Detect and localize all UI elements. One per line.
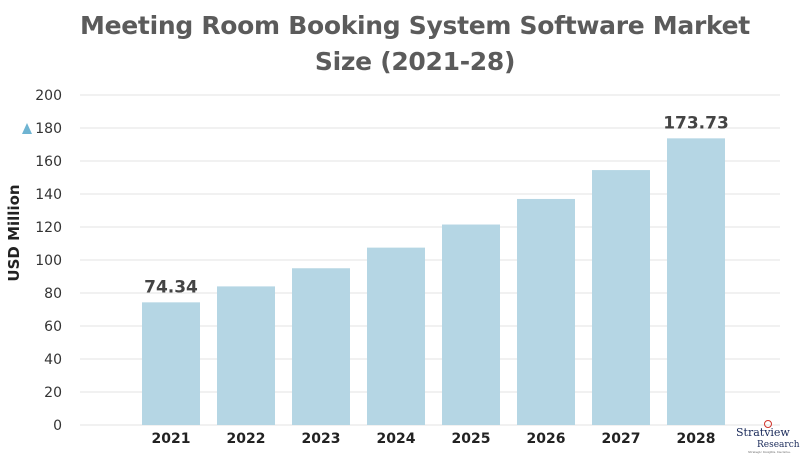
x-tick-label: 2024 — [377, 431, 416, 447]
chart-title-line-1: Meeting Room Booking System Software Mar… — [80, 11, 750, 40]
y-tick-label: 20 — [44, 385, 62, 401]
x-tick-label: 2028 — [677, 431, 716, 447]
data-label: 74.34 — [144, 277, 198, 297]
bar-2026 — [517, 198, 575, 425]
bar-2023 — [292, 268, 350, 425]
y-tick-label: 60 — [44, 319, 62, 335]
y-tick-label: 160 — [35, 154, 62, 170]
data-label: 173.73 — [663, 113, 729, 133]
logo-brand: Stratview — [736, 426, 790, 439]
x-tick-label: 2025 — [452, 431, 491, 447]
x-tick-label: 2021 — [152, 431, 191, 447]
bar-2027 — [592, 170, 650, 425]
y-tick-label: 80 — [44, 286, 62, 302]
logo-sub: Research — [757, 440, 800, 450]
y-tick-label: 200 — [35, 88, 62, 104]
logo-tagline: Strategic Insights. Decisive. — [748, 450, 791, 454]
y-tick-label: 100 — [35, 253, 62, 269]
stratview-logo: Stratview Research Strategic Insights. D… — [736, 420, 800, 456]
x-tick-label: 2022 — [227, 431, 266, 447]
bar-2022 — [217, 286, 275, 425]
bar-2021 — [142, 302, 200, 425]
bar-2024 — [367, 247, 425, 425]
bar-2025 — [442, 224, 500, 425]
logo-mark-icon — [764, 420, 772, 428]
y-axis-arrow — [22, 123, 32, 382]
y-tick-label: 0 — [53, 418, 62, 434]
x-tick-label: 2027 — [602, 431, 641, 447]
chart-title: Meeting Room Booking System Software Mar… — [0, 8, 800, 80]
x-tick-label: 2026 — [527, 431, 566, 447]
x-tick-label: 2023 — [302, 431, 341, 447]
y-tick-label: 40 — [44, 352, 62, 368]
chart-title-line-2: Size (2021-28) — [314, 47, 516, 76]
y-tick-label: 140 — [35, 187, 62, 203]
y-tick-label: 180 — [35, 121, 62, 137]
bar-2028 — [667, 138, 725, 425]
y-tick-label: 120 — [35, 220, 62, 236]
